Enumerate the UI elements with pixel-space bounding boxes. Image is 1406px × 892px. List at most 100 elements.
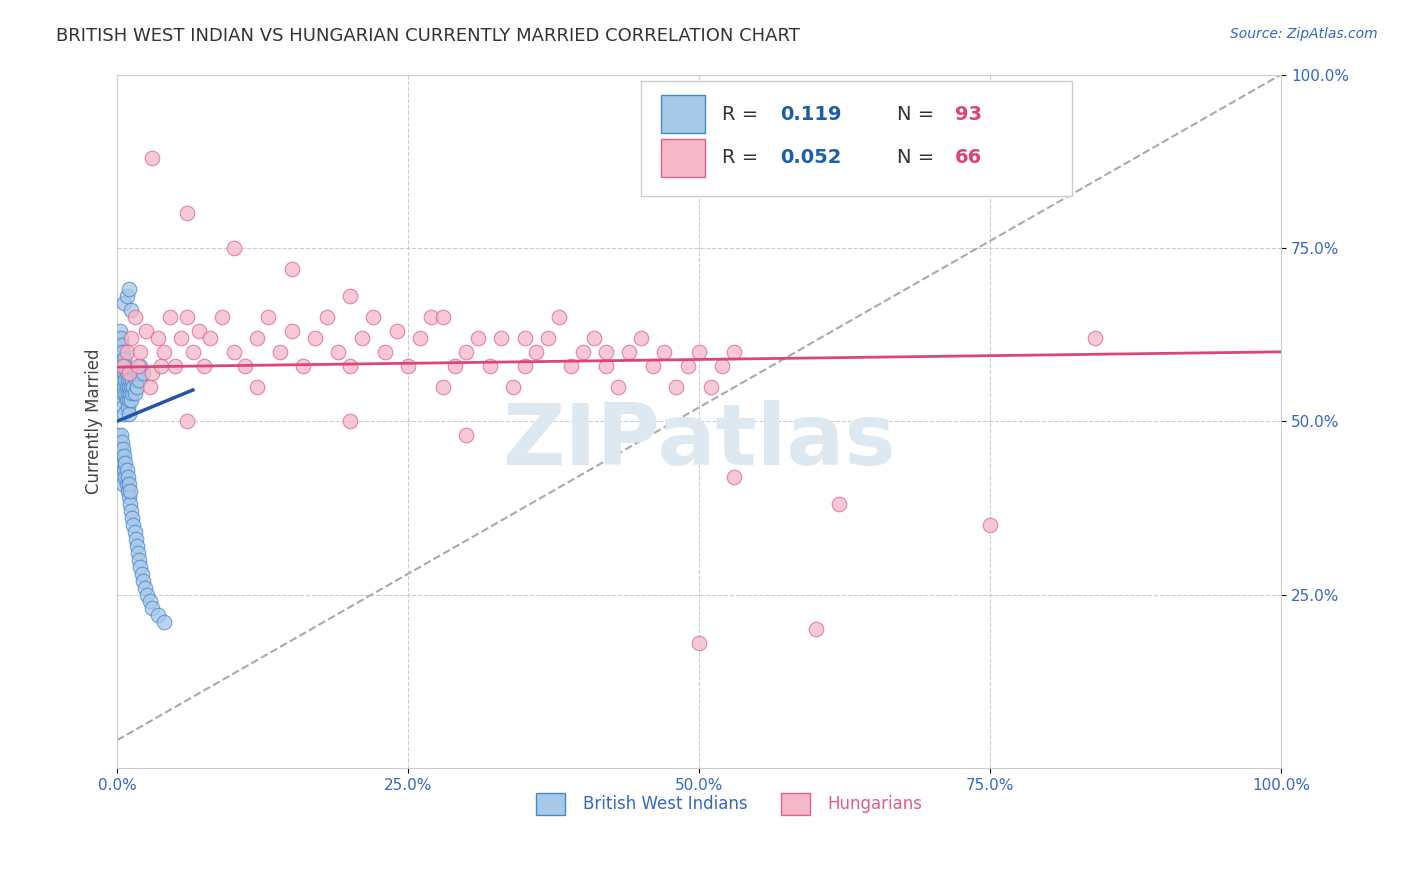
Point bbox=[121, 511, 143, 525]
Point bbox=[146, 608, 169, 623]
Point bbox=[125, 379, 148, 393]
Point bbox=[711, 359, 734, 373]
Point bbox=[257, 310, 280, 325]
Point bbox=[246, 331, 269, 345]
Point bbox=[112, 379, 135, 393]
Point bbox=[108, 324, 131, 338]
Point bbox=[127, 366, 149, 380]
Point bbox=[108, 366, 131, 380]
Text: 0.052: 0.052 bbox=[780, 148, 842, 167]
Point bbox=[110, 442, 132, 456]
Point bbox=[120, 504, 142, 518]
Point bbox=[233, 359, 256, 373]
Point bbox=[141, 151, 163, 165]
Point bbox=[665, 379, 688, 393]
Point bbox=[187, 324, 209, 338]
Point bbox=[110, 386, 132, 401]
Point bbox=[110, 428, 132, 442]
Point bbox=[108, 351, 131, 366]
Point bbox=[107, 359, 129, 373]
Point bbox=[120, 331, 142, 345]
Text: R =: R = bbox=[723, 104, 765, 123]
Point bbox=[491, 331, 513, 345]
Point bbox=[108, 442, 131, 456]
Point bbox=[111, 393, 134, 408]
Point bbox=[176, 414, 198, 428]
Point bbox=[124, 525, 146, 540]
Point bbox=[281, 261, 304, 276]
Point bbox=[129, 359, 152, 373]
Point bbox=[112, 366, 135, 380]
Point bbox=[111, 344, 134, 359]
Point bbox=[118, 483, 141, 498]
Point bbox=[107, 449, 129, 463]
Point bbox=[111, 476, 134, 491]
Text: N =: N = bbox=[897, 148, 941, 167]
Point bbox=[124, 310, 146, 325]
Point bbox=[114, 456, 136, 470]
Point bbox=[141, 366, 163, 380]
Point bbox=[107, 428, 129, 442]
FancyBboxPatch shape bbox=[536, 793, 565, 815]
Point bbox=[478, 359, 501, 373]
Point bbox=[112, 351, 135, 366]
Point bbox=[129, 559, 152, 574]
Point bbox=[118, 393, 141, 408]
Point bbox=[176, 310, 198, 325]
Point bbox=[146, 331, 169, 345]
Point bbox=[118, 282, 141, 296]
Point bbox=[281, 324, 304, 338]
Point bbox=[122, 518, 145, 533]
Text: 93: 93 bbox=[955, 104, 983, 123]
Point bbox=[502, 379, 524, 393]
Point bbox=[107, 344, 129, 359]
Point bbox=[114, 359, 136, 373]
Point bbox=[513, 359, 536, 373]
Point bbox=[111, 379, 134, 393]
Point bbox=[723, 344, 745, 359]
Point bbox=[117, 401, 139, 415]
Point bbox=[222, 241, 245, 255]
Point bbox=[110, 373, 132, 387]
Point bbox=[374, 344, 396, 359]
Point bbox=[111, 401, 134, 415]
Point bbox=[120, 303, 142, 318]
Point bbox=[361, 310, 384, 325]
Text: N =: N = bbox=[897, 104, 941, 123]
Point bbox=[152, 615, 174, 630]
Point bbox=[700, 379, 723, 393]
Point bbox=[136, 588, 159, 602]
Point bbox=[111, 359, 134, 373]
Point bbox=[652, 344, 675, 359]
Point bbox=[537, 331, 560, 345]
Point bbox=[132, 366, 155, 380]
Point bbox=[120, 379, 142, 393]
Text: British West Indians: British West Indians bbox=[582, 795, 748, 813]
Point bbox=[456, 344, 478, 359]
Point bbox=[315, 310, 337, 325]
Point bbox=[571, 344, 593, 359]
Point bbox=[548, 310, 571, 325]
Point bbox=[128, 553, 150, 567]
Text: 0.119: 0.119 bbox=[780, 104, 842, 123]
Point bbox=[432, 379, 454, 393]
Point bbox=[339, 289, 361, 303]
Point bbox=[107, 331, 129, 345]
Point bbox=[115, 393, 138, 408]
Point bbox=[152, 344, 174, 359]
Point bbox=[118, 373, 141, 387]
Point bbox=[1084, 331, 1107, 345]
Point bbox=[304, 331, 326, 345]
Point bbox=[118, 379, 141, 393]
Point bbox=[117, 386, 139, 401]
Text: ZIPatlas: ZIPatlas bbox=[502, 401, 896, 483]
Point bbox=[595, 344, 617, 359]
Point bbox=[110, 463, 132, 477]
Point bbox=[118, 497, 141, 511]
Point bbox=[124, 386, 146, 401]
Point bbox=[688, 344, 710, 359]
FancyBboxPatch shape bbox=[641, 81, 1071, 196]
Point bbox=[135, 324, 157, 338]
Point bbox=[619, 344, 641, 359]
Point bbox=[139, 379, 162, 393]
